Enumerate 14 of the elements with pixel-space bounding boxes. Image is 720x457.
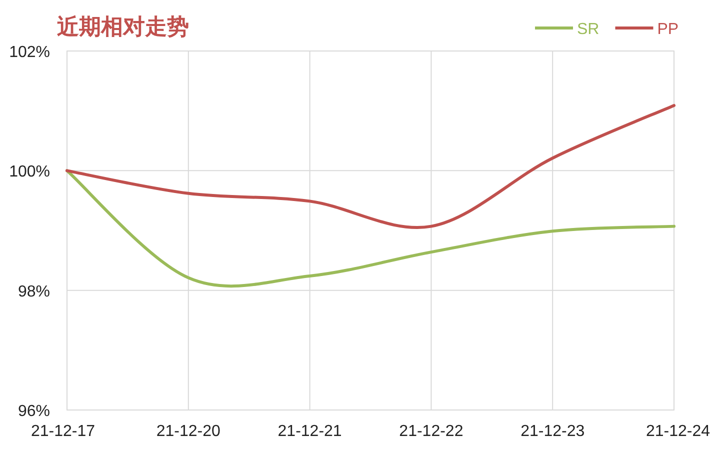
x-tick-label: 21-12-21 [278, 423, 342, 440]
y-tick-label: 102% [9, 44, 50, 61]
line-series [66, 104, 676, 229]
legend-label: SR [577, 21, 600, 38]
y-tick-label: 98% [18, 283, 50, 300]
x-tick-label: 21-12-23 [520, 423, 585, 440]
y-tick-label: 100% [9, 164, 50, 181]
chart-title: 近期相对走势 [56, 14, 189, 39]
x-tick-label: 21-12-17 [31, 423, 96, 440]
x-tick-label: 21-12-20 [156, 423, 221, 440]
x-tick-label: 21-12-24 [646, 423, 710, 440]
x-tick-label: 21-12-22 [399, 423, 464, 440]
y-tick-label: 96% [18, 403, 50, 420]
legend-label: PP [657, 21, 679, 38]
